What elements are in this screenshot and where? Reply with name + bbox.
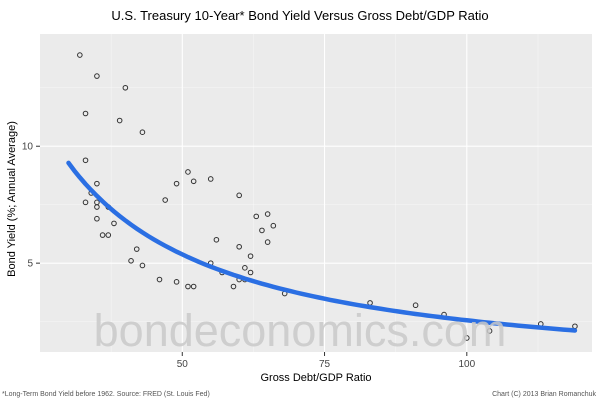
scatter-point — [190, 283, 197, 290]
scatter-point — [270, 222, 277, 229]
scatter-point — [247, 253, 254, 259]
scatter-point — [230, 283, 237, 290]
scatter-point — [139, 262, 146, 269]
smooth-fit-line — [66, 160, 578, 333]
scatter-point — [139, 129, 146, 136]
chart-title: U.S. Treasury 10-Year* Bond Yield Versus… — [111, 8, 489, 23]
scatter-point — [236, 243, 242, 250]
x-tick-label: 100 — [458, 359, 475, 370]
scatter-point — [264, 211, 271, 217]
scatter-point — [156, 276, 163, 283]
scatter-point — [207, 176, 214, 182]
scatter-point — [77, 52, 83, 58]
footnote-copyright: Chart (C) 2013 Brian Romanchuk — [492, 391, 596, 398]
scatter-point — [99, 232, 106, 238]
scatter-point — [94, 180, 100, 187]
x-tick-label: 75 — [319, 359, 331, 370]
y-tick-label: 10 — [22, 142, 34, 153]
scatter-point — [213, 236, 220, 243]
scatter-point — [253, 213, 260, 220]
x-axis-label: Gross Debt/GDP Ratio — [260, 372, 372, 384]
scatter-point — [185, 169, 191, 175]
scatter-point — [264, 239, 271, 245]
plot-panel — [40, 34, 592, 352]
scatter-point — [190, 178, 197, 185]
scatter-point — [412, 302, 419, 309]
scatter-point — [105, 232, 112, 238]
scatter-point — [185, 283, 191, 290]
scatter-point — [242, 265, 248, 271]
scatter-point — [94, 73, 100, 79]
scatter-point — [173, 279, 180, 285]
scatter-point — [94, 215, 100, 222]
scatter-point — [173, 180, 180, 187]
scatter-point — [122, 84, 129, 91]
y-tick-label: 5 — [27, 259, 33, 270]
footnote-source: *Long-Term Bond Yield before 1962. Sourc… — [2, 391, 210, 398]
scatter-point — [133, 246, 140, 252]
scatter-point — [259, 227, 265, 234]
scatter-point — [162, 197, 168, 203]
scatter-point — [464, 335, 470, 341]
scatter-point — [82, 110, 89, 117]
scatter-point — [82, 199, 89, 206]
scatter-point — [94, 204, 100, 210]
scatter-point — [82, 157, 89, 164]
scatter-point — [247, 269, 254, 276]
scatter-point — [111, 220, 117, 227]
scatter-point — [486, 328, 493, 334]
scatter-point — [128, 258, 134, 264]
x-tick-label: 50 — [177, 359, 189, 370]
scatter-point — [116, 117, 123, 124]
scatter-point — [236, 192, 242, 199]
